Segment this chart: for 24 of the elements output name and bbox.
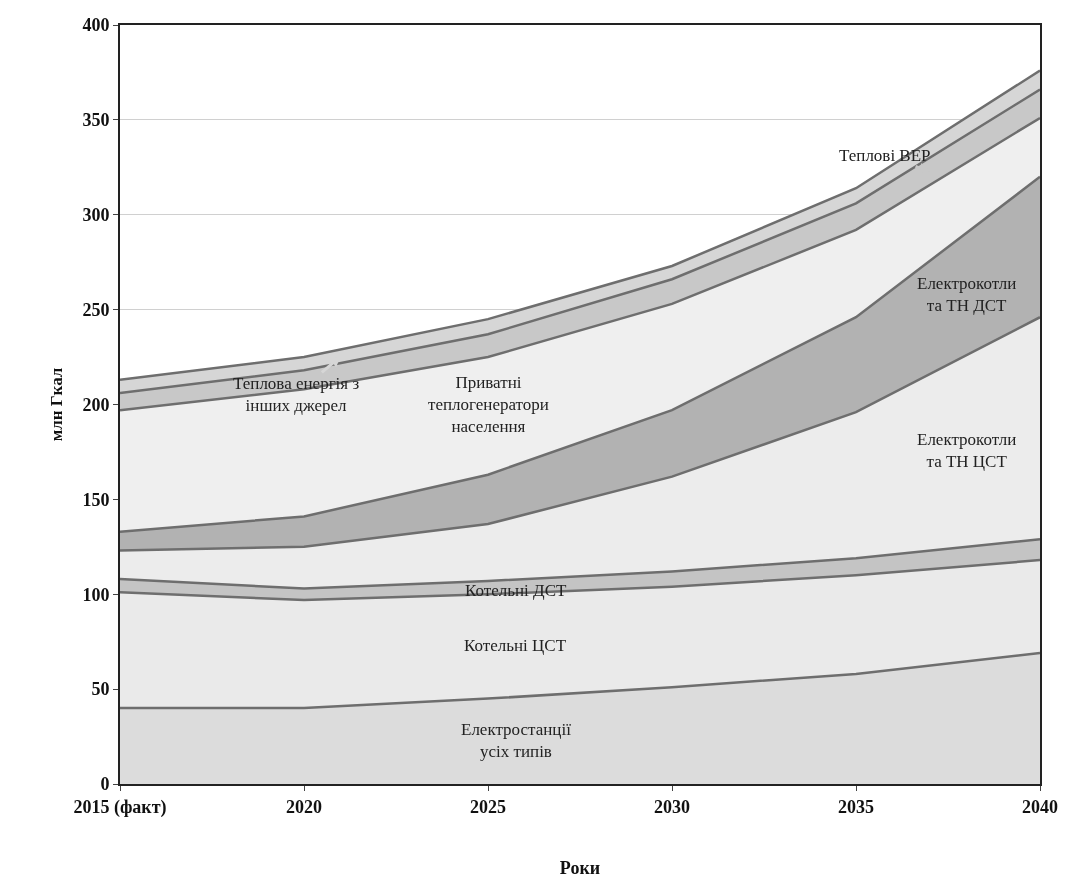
x-tick-label: 2035 — [838, 796, 874, 817]
x-tick-label: 2015 (факт) — [73, 796, 167, 818]
y-tick-label: 300 — [82, 205, 110, 226]
y-tick-label: 400 — [82, 15, 110, 36]
x-tick-label: 2040 — [1022, 796, 1058, 817]
x-tick-label: 2020 — [286, 796, 322, 817]
x-tick-label: 2030 — [654, 796, 690, 817]
series-label: Приватні теплогенератори населення — [428, 373, 549, 437]
series-label: Електростанції усіх типів — [461, 720, 572, 762]
y-tick-label: 200 — [82, 394, 110, 415]
y-tick-label: 250 — [82, 299, 110, 320]
y-tick-label: 0 — [100, 774, 110, 795]
x-axis-title: Роки — [559, 858, 601, 879]
series-label: Електрокотли та ТН ДСТ — [917, 274, 1017, 316]
y-tick-label: 150 — [82, 489, 110, 510]
legend-label: Теплова енергія з інших джерел — [233, 374, 360, 416]
series-label: Електрокотли та ТН ЦСТ — [917, 430, 1017, 472]
y-tick-label: 50 — [91, 679, 110, 700]
y-tick-label: 100 — [82, 584, 110, 605]
series-label: Котельні ДСТ — [465, 581, 567, 600]
y-axis-title: млн Гкал — [47, 367, 67, 442]
series-label: Котельні ЦСТ — [464, 636, 567, 655]
y-tick-label: 350 — [82, 110, 110, 131]
x-tick-label: 2025 — [470, 796, 506, 817]
